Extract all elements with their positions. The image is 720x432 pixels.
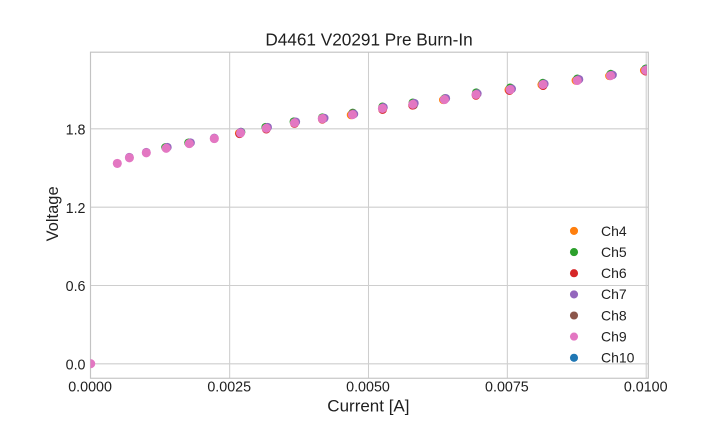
svg-text:Ch5: Ch5 xyxy=(601,244,627,260)
svg-text:Voltage: Voltage xyxy=(44,186,62,241)
svg-text:D4461 V20291 Pre Burn-In: D4461 V20291 Pre Burn-In xyxy=(265,29,472,49)
svg-text:0.0: 0.0 xyxy=(66,358,86,374)
svg-text:Ch10: Ch10 xyxy=(601,350,635,366)
svg-text:Ch7: Ch7 xyxy=(601,286,627,302)
svg-text:0.0100: 0.0100 xyxy=(624,380,668,396)
svg-text:1.8: 1.8 xyxy=(66,123,86,139)
svg-text:0.0075: 0.0075 xyxy=(485,380,529,396)
svg-text:1.2: 1.2 xyxy=(66,201,86,217)
svg-text:0.6: 0.6 xyxy=(66,279,86,295)
svg-text:0.0050: 0.0050 xyxy=(346,380,390,396)
svg-text:0.0025: 0.0025 xyxy=(207,380,251,396)
svg-text:Current [A]: Current [A] xyxy=(327,396,409,415)
svg-text:0.0000: 0.0000 xyxy=(68,380,112,396)
svg-text:Ch4: Ch4 xyxy=(601,223,627,239)
svg-text:Ch8: Ch8 xyxy=(601,307,627,323)
svg-text:Ch9: Ch9 xyxy=(601,329,627,345)
svg-text:Ch6: Ch6 xyxy=(601,265,627,281)
